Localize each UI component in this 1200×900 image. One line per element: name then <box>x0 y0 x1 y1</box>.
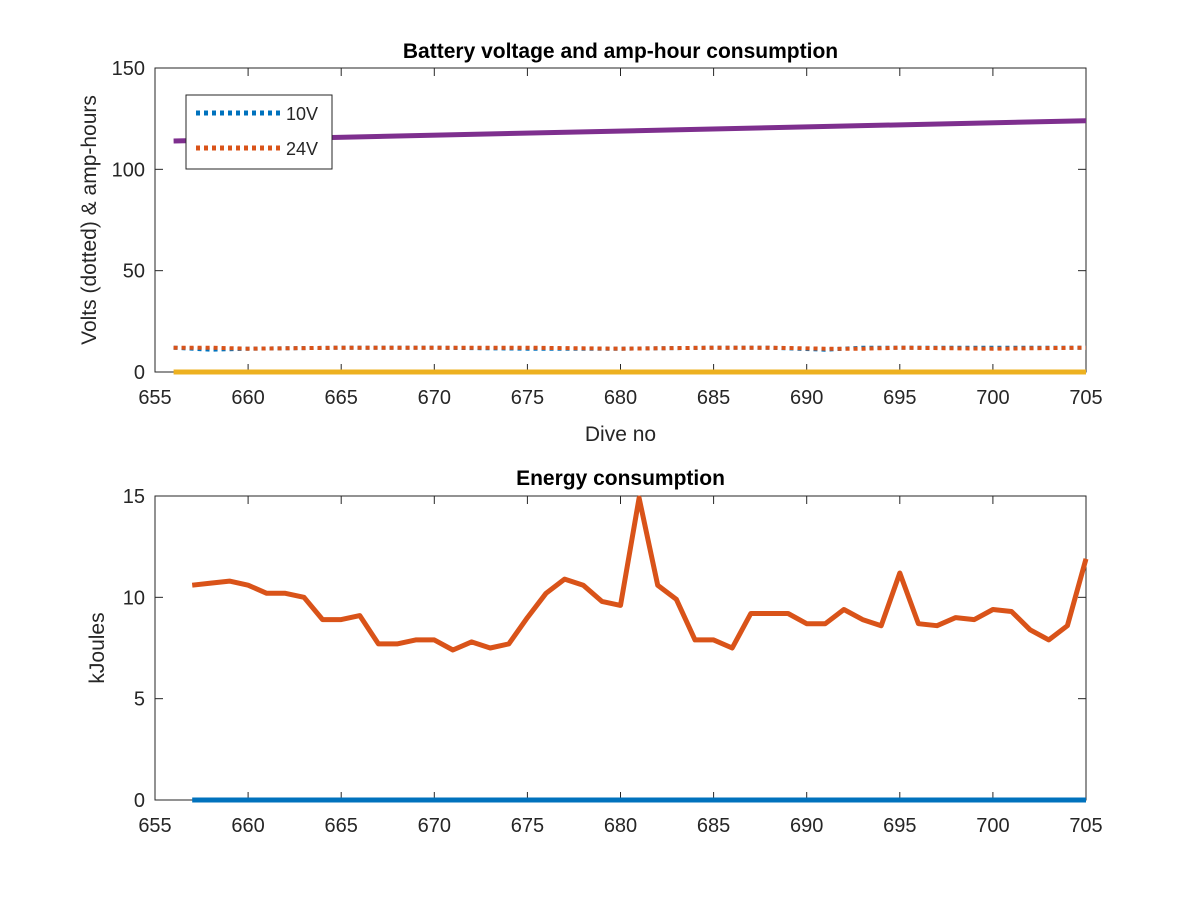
chart-2-x-tick-label: 655 <box>138 815 171 837</box>
chart-1-legend <box>185 94 333 170</box>
chart-2-y-tick-label: 0 <box>134 790 145 812</box>
chart-2-x-tick-label: 660 <box>231 815 264 837</box>
chart-2-x-tick-label: 675 <box>511 815 544 837</box>
chart-1-x-tick-label: 675 <box>511 387 544 409</box>
chart-2-y-axis-label: kJoules <box>86 612 109 683</box>
chart-2-y-tick-label: 5 <box>134 689 145 711</box>
chart-2-x-tick-label: 685 <box>697 815 730 837</box>
chart-1-x-tick-label: 660 <box>231 387 264 409</box>
chart-2-x-tick-label: 670 <box>418 815 451 837</box>
chart-2-series-line-1 <box>191 495 1089 653</box>
chart-1-x-tick-label: 705 <box>1069 387 1102 409</box>
chart-1-y-tick-label: 0 <box>134 362 145 384</box>
chart-1-y-tick-label: 150 <box>112 58 145 80</box>
chart-1-title: Battery voltage and amp-hour consumption <box>403 40 838 63</box>
chart-1-y-tick-label: 100 <box>112 159 145 181</box>
chart-1-legend-label-24v: 24V <box>286 139 318 159</box>
chart-2-x-tick-label: 680 <box>604 815 637 837</box>
chart-1-x-axis-label: Dive no <box>585 423 656 446</box>
chart-1-x-tick-label: 690 <box>790 387 823 409</box>
chart-2-x-tick-label: 700 <box>976 815 1009 837</box>
chart-1-x-tick-label: 665 <box>325 387 358 409</box>
chart-1-x-tick-label: 680 <box>604 387 637 409</box>
chart-1-y-axis-label: Volts (dotted) & amp-hours <box>78 95 101 345</box>
chart-1-x-tick-label: 655 <box>138 387 171 409</box>
chart-2-title: Energy consumption <box>516 467 725 490</box>
chart-1-series-24v <box>173 345 1087 351</box>
chart-2-y-tick-label: 10 <box>123 587 145 609</box>
chart-2-x-tick-label: 690 <box>790 815 823 837</box>
chart-2-x-tick-label: 705 <box>1069 815 1102 837</box>
chart-1-x-tick-label: 685 <box>697 387 730 409</box>
chart-2-plot-area <box>154 495 1087 801</box>
chart-1-x-tick-label: 695 <box>883 387 916 409</box>
chart-1-y-tick-label: 50 <box>123 261 145 283</box>
chart-1-x-tick-label: 670 <box>418 387 451 409</box>
chart-1-legend-label-10v: 10V <box>286 104 318 124</box>
chart-2-y-tick-label: 15 <box>123 486 145 508</box>
chart-1-x-tick-label: 700 <box>976 387 1009 409</box>
chart-2-x-tick-label: 665 <box>325 815 358 837</box>
chart-2-x-tick-label: 695 <box>883 815 916 837</box>
